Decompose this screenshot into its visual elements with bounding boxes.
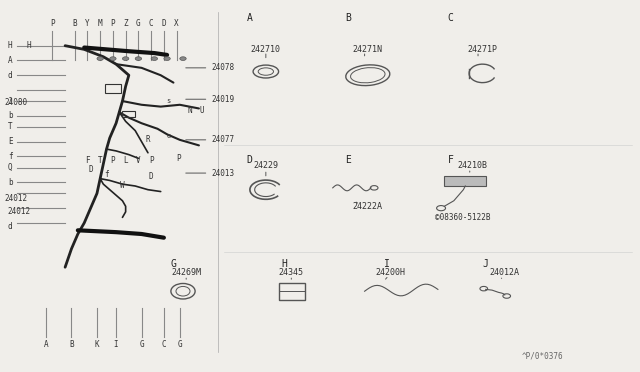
Text: 24222A: 24222A bbox=[353, 202, 383, 211]
Text: M: M bbox=[98, 19, 102, 28]
Text: I: I bbox=[384, 259, 390, 269]
Text: ^P/0*0376: ^P/0*0376 bbox=[522, 351, 564, 360]
Text: G: G bbox=[177, 340, 182, 349]
Text: G: G bbox=[140, 340, 144, 349]
Circle shape bbox=[180, 57, 186, 61]
Text: d: d bbox=[8, 71, 12, 80]
Text: H: H bbox=[282, 259, 287, 269]
Text: U: U bbox=[200, 106, 204, 115]
Text: K: K bbox=[95, 340, 99, 349]
Text: D: D bbox=[149, 172, 154, 181]
Bar bbox=[122, 111, 135, 117]
Text: Z: Z bbox=[124, 19, 128, 28]
Text: A: A bbox=[44, 340, 48, 349]
Text: W: W bbox=[120, 182, 125, 190]
Text: b: b bbox=[8, 178, 12, 187]
Text: P: P bbox=[177, 154, 181, 163]
Circle shape bbox=[109, 57, 116, 61]
Text: C: C bbox=[161, 340, 166, 349]
Text: ©08360-5122B: ©08360-5122B bbox=[435, 213, 490, 222]
Text: T: T bbox=[98, 155, 102, 165]
Text: Y: Y bbox=[85, 19, 90, 28]
Text: P: P bbox=[111, 19, 115, 28]
Text: B: B bbox=[69, 340, 74, 349]
Text: 24012A: 24012A bbox=[490, 268, 520, 277]
Text: 24271N: 24271N bbox=[353, 45, 383, 54]
Bar bbox=[444, 176, 486, 186]
Text: B: B bbox=[72, 19, 77, 28]
Text: 24229: 24229 bbox=[253, 161, 278, 170]
Bar bbox=[278, 291, 305, 301]
Text: A: A bbox=[246, 13, 253, 23]
Text: 24210B: 24210B bbox=[458, 161, 488, 170]
Text: D: D bbox=[161, 19, 166, 28]
Text: A: A bbox=[8, 56, 12, 65]
Text: J: J bbox=[8, 97, 12, 106]
Text: 24078: 24078 bbox=[212, 63, 235, 72]
Text: P: P bbox=[111, 155, 115, 165]
Text: D: D bbox=[246, 155, 253, 165]
Text: 24077: 24077 bbox=[212, 135, 235, 144]
Text: 24271P: 24271P bbox=[467, 45, 497, 54]
Circle shape bbox=[151, 57, 157, 61]
Bar bbox=[278, 283, 305, 301]
Text: B: B bbox=[346, 13, 351, 23]
Text: F: F bbox=[85, 155, 90, 165]
Text: P: P bbox=[50, 19, 54, 28]
Text: 24345: 24345 bbox=[279, 268, 304, 277]
Text: F: F bbox=[447, 155, 453, 165]
Text: C: C bbox=[447, 13, 453, 23]
Text: f: f bbox=[8, 152, 12, 161]
Text: G: G bbox=[170, 259, 176, 269]
Text: Q: Q bbox=[8, 163, 12, 172]
Text: H: H bbox=[27, 41, 31, 50]
Circle shape bbox=[122, 57, 129, 61]
Text: J: J bbox=[483, 259, 488, 269]
Text: P: P bbox=[149, 155, 154, 165]
Text: X: X bbox=[174, 19, 179, 28]
Text: H: H bbox=[8, 41, 12, 50]
Text: 24269M: 24269M bbox=[171, 268, 201, 277]
Text: 24019: 24019 bbox=[212, 95, 235, 104]
Text: 24012: 24012 bbox=[4, 195, 28, 203]
Text: 24080: 24080 bbox=[4, 99, 28, 108]
Text: d: d bbox=[8, 222, 12, 231]
Text: s: s bbox=[166, 98, 170, 104]
Text: b: b bbox=[8, 111, 12, 121]
Circle shape bbox=[97, 57, 103, 61]
Circle shape bbox=[164, 57, 170, 61]
Text: G: G bbox=[136, 19, 141, 28]
Text: C: C bbox=[149, 19, 154, 28]
Text: 24012: 24012 bbox=[8, 207, 31, 217]
Circle shape bbox=[135, 57, 141, 61]
Text: T: T bbox=[8, 122, 12, 131]
Text: E: E bbox=[346, 155, 351, 165]
Bar bbox=[105, 84, 121, 93]
Text: 24013: 24013 bbox=[212, 169, 235, 177]
Text: L: L bbox=[124, 155, 128, 165]
Text: D: D bbox=[88, 165, 93, 174]
Text: I: I bbox=[114, 340, 118, 349]
Text: 242710: 242710 bbox=[251, 45, 281, 54]
Text: V: V bbox=[136, 155, 141, 165]
Text: R: R bbox=[146, 135, 150, 144]
Text: e: e bbox=[167, 133, 172, 139]
Text: N: N bbox=[187, 106, 192, 115]
Text: E: E bbox=[8, 137, 12, 146]
Text: f: f bbox=[104, 170, 109, 179]
Text: 24200H: 24200H bbox=[375, 268, 405, 277]
